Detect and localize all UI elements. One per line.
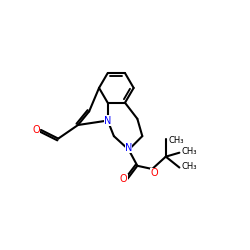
Text: N: N <box>125 143 132 153</box>
Text: O: O <box>150 168 158 178</box>
Text: O: O <box>120 174 128 184</box>
Text: CH₃: CH₃ <box>182 147 197 156</box>
Text: CH₃: CH₃ <box>182 162 197 171</box>
Text: O: O <box>33 125 40 135</box>
Text: N: N <box>104 116 112 126</box>
Text: CH₃: CH₃ <box>168 136 184 145</box>
